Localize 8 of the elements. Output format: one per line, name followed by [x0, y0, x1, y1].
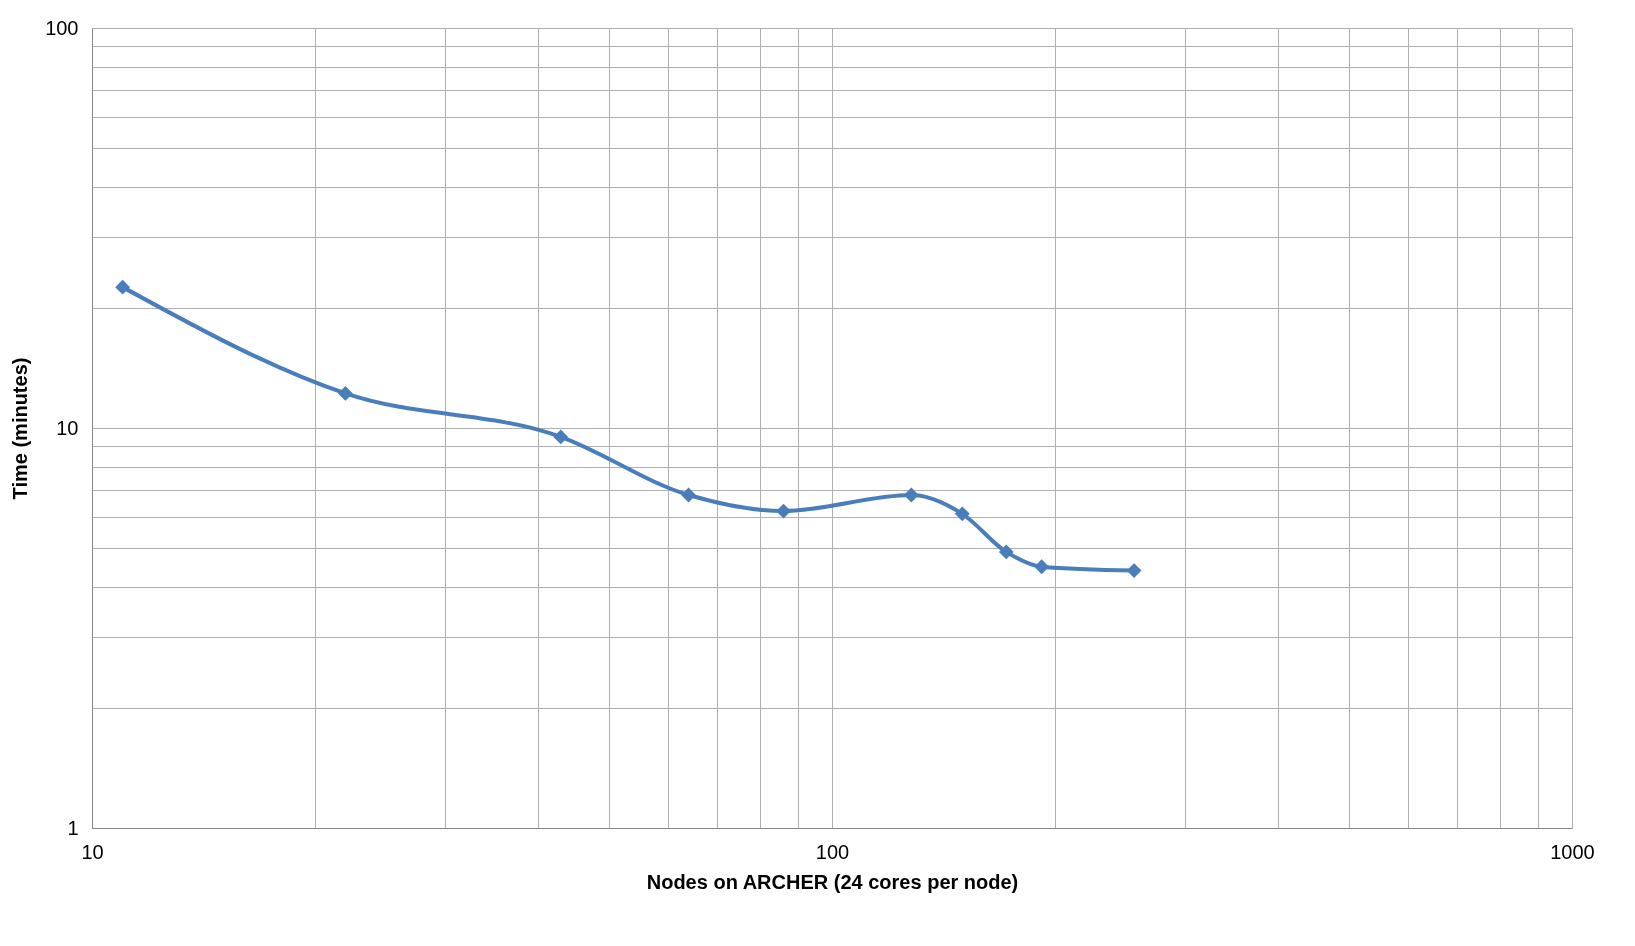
y-axis-title: Time (minutes)	[9, 357, 32, 500]
x-tick-label: 10	[81, 840, 104, 863]
y-tick-label: 1	[67, 816, 79, 839]
x-tick-label: 1000	[1550, 840, 1595, 863]
y-tick-label: 100	[45, 16, 79, 39]
y-tick-label: 10	[56, 416, 79, 439]
x-tick-label: 100	[815, 840, 850, 863]
x-axis-title: Nodes on ARCHER (24 cores per node)	[646, 870, 1019, 893]
